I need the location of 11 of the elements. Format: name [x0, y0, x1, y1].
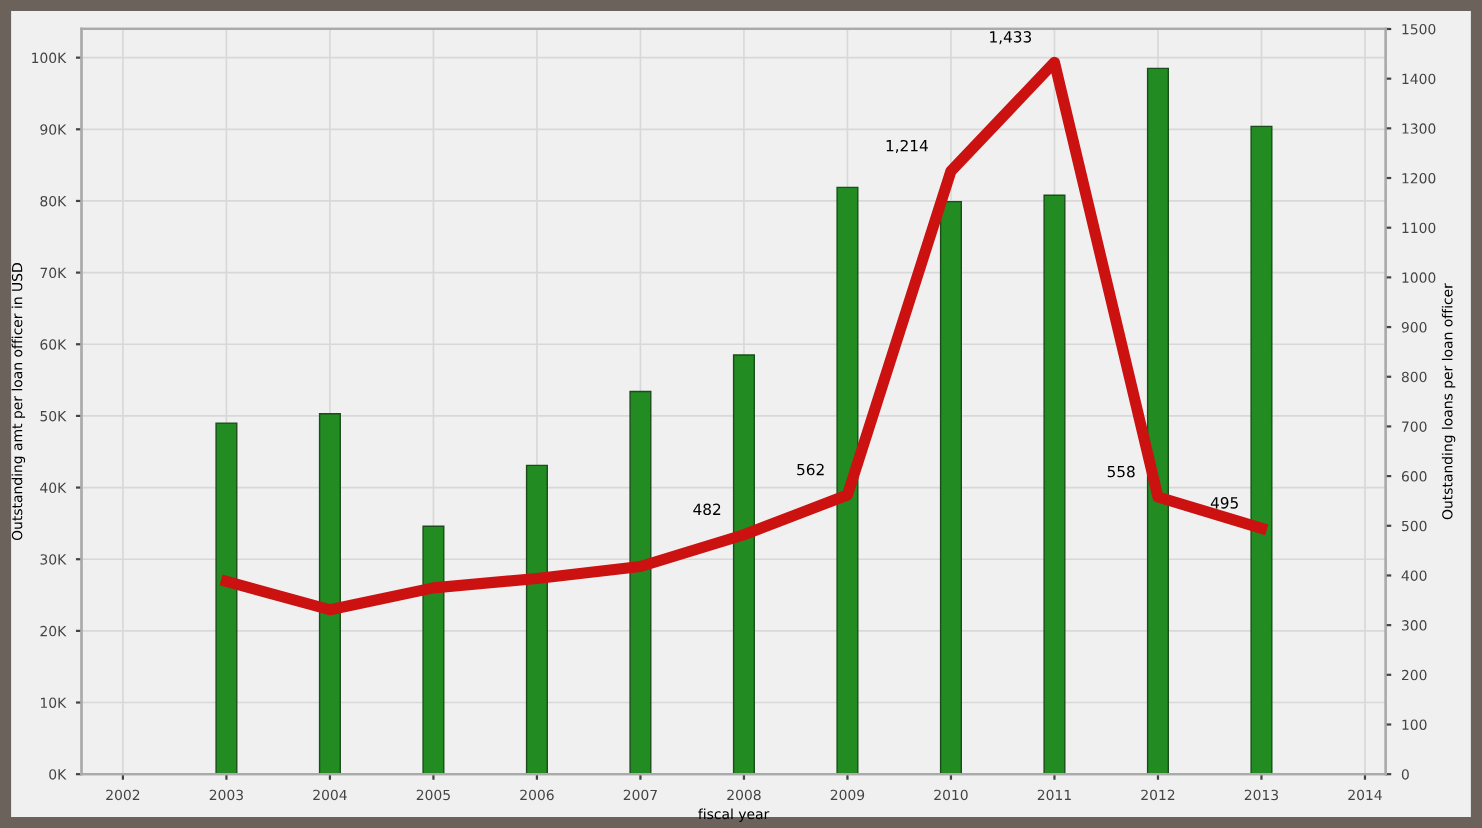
bar: [939, 200, 962, 775]
bar: [1250, 125, 1273, 775]
bar: [422, 525, 445, 775]
bar: [525, 464, 548, 775]
bar: [215, 422, 238, 775]
bar: [836, 186, 859, 775]
bar: [1146, 67, 1170, 775]
bar: [732, 354, 755, 775]
bar: [318, 413, 341, 775]
bar: [629, 390, 652, 775]
bar: [1043, 194, 1066, 775]
